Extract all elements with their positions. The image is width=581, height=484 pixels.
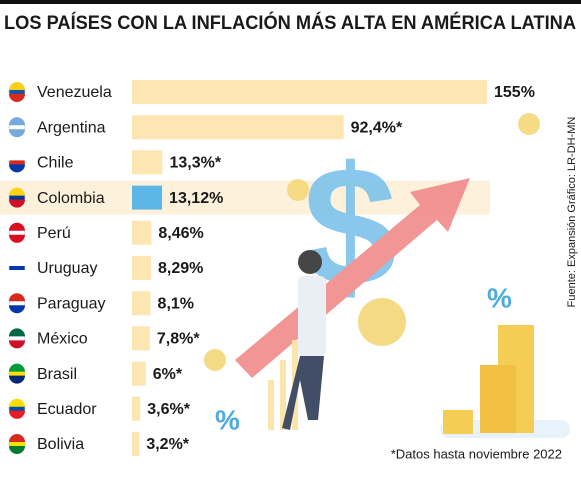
value-label: 8,29% — [158, 260, 203, 277]
value-label: 92,4%* — [351, 119, 403, 136]
person-head — [298, 250, 322, 274]
category-label: Bolivia — [37, 436, 84, 453]
flag — [9, 270, 25, 278]
flag — [9, 199, 25, 208]
flag — [9, 398, 25, 407]
coin-stack — [480, 365, 516, 433]
flag — [9, 82, 25, 90]
category-label: Argentina — [37, 119, 106, 136]
coin — [204, 349, 226, 371]
bar — [132, 361, 146, 386]
bar — [132, 326, 150, 351]
footnote: *Datos hasta noviembre 2022 — [391, 446, 562, 461]
value-label: 3,6%* — [147, 401, 190, 418]
illustration: $ % % — [204, 113, 570, 438]
flag — [9, 410, 25, 419]
bar — [132, 185, 163, 210]
flag — [9, 434, 25, 442]
bar — [132, 220, 152, 245]
value-label: 13,12% — [169, 190, 223, 207]
flag — [9, 328, 25, 337]
flag — [9, 187, 25, 196]
person-body — [298, 276, 326, 356]
value-label: 8,1% — [158, 295, 194, 312]
value-label: 8,46% — [158, 225, 203, 242]
value-label: 155% — [494, 84, 535, 101]
category-label: México — [37, 331, 88, 348]
category-label: Chile — [37, 155, 74, 172]
flag — [9, 305, 25, 314]
flag — [9, 363, 25, 372]
flag — [9, 258, 25, 266]
bar — [132, 432, 140, 456]
flag — [9, 164, 25, 173]
category-label: Uruguay — [37, 260, 97, 277]
category-label: Paraguay — [37, 295, 106, 312]
category-label: Ecuador — [37, 401, 97, 418]
bar — [132, 80, 487, 104]
flag — [9, 94, 25, 102]
category-label: Colombia — [37, 190, 105, 207]
arrow — [235, 178, 470, 378]
chart-title: LOS PAÍSES CON LA INFLACIÓN MÁS ALTA EN … — [4, 12, 576, 34]
percent-icon: % — [487, 282, 512, 313]
value-label: 7,8%* — [157, 331, 200, 348]
row-highlight — [0, 180, 490, 215]
flag — [9, 293, 25, 302]
bar — [132, 256, 151, 280]
category-label: Venezuela — [37, 84, 112, 101]
value-label: 13,3%* — [169, 155, 221, 172]
coin — [287, 179, 309, 201]
category-label: Brasil — [37, 366, 77, 383]
mini-bar — [268, 380, 274, 430]
category-label: Perú — [37, 225, 71, 242]
person-legs — [282, 356, 324, 430]
mini-bar — [280, 360, 286, 430]
flag — [9, 340, 25, 349]
bar — [132, 115, 344, 140]
bar — [132, 396, 141, 421]
coin — [358, 298, 406, 346]
flag — [9, 129, 25, 138]
bar — [132, 150, 163, 175]
top-rule — [0, 0, 581, 4]
percent-icon: % — [215, 404, 240, 435]
flag — [9, 446, 25, 454]
flag — [9, 222, 25, 231]
flag — [9, 234, 25, 243]
bar — [132, 291, 151, 316]
value-label: 6%* — [153, 366, 183, 383]
flag — [9, 117, 25, 126]
flag — [9, 152, 25, 161]
source: Fuente: Expansión Gráfico: LR-DH-MN — [566, 117, 578, 308]
value-label: 3,2%* — [146, 436, 189, 453]
coin-stack — [443, 410, 473, 434]
flag — [9, 375, 25, 384]
coin — [518, 113, 540, 135]
